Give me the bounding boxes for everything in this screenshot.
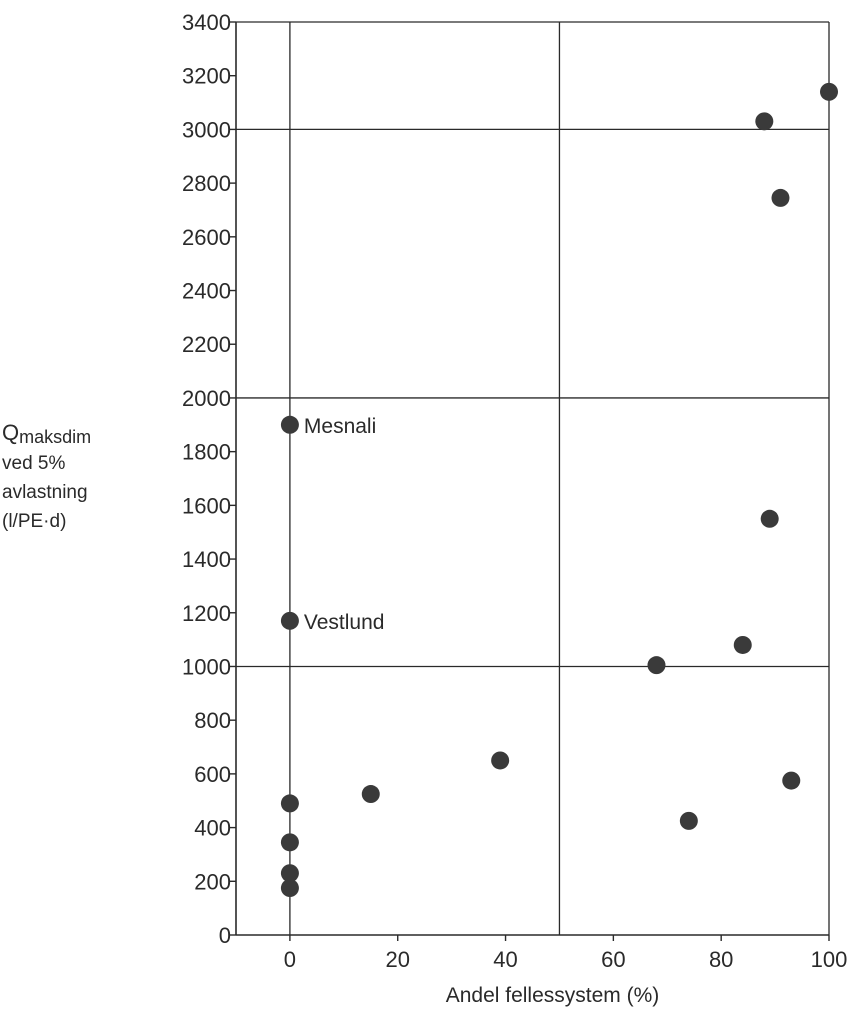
data-point-8: [491, 751, 510, 770]
y-axis-title-line-3: avlastning: [2, 482, 88, 503]
point-label-vestlund: Vestlund: [304, 611, 385, 634]
data-point-2: [280, 611, 299, 630]
x-tick-label-80: 80: [709, 947, 733, 972]
y-axis-title-q: Q: [2, 420, 20, 445]
y-tick-label-2200: 2200: [182, 332, 231, 357]
y-tick-label-3200: 3200: [182, 64, 231, 89]
y-tick-label-0: 0: [219, 923, 231, 948]
tick-labels: 0200400600800100012001400160018002000220…: [182, 10, 847, 972]
point-label-mesnali: Mesnali: [304, 415, 376, 438]
y-tick-label-2400: 2400: [182, 279, 231, 304]
data-points: [280, 82, 838, 898]
data-point-10: [679, 811, 698, 830]
data-point-15: [782, 771, 801, 790]
y-axis-title-line-2: ved 5%: [2, 453, 66, 474]
y-tick-label-800: 800: [194, 708, 231, 733]
data-point-11: [733, 635, 752, 654]
point-labels: Mesnali Vestlund: [304, 415, 385, 634]
y-tick-label-400: 400: [194, 816, 231, 841]
grid-lines: [236, 22, 830, 935]
data-point-16: [820, 82, 838, 101]
data-point-6: [280, 879, 299, 898]
x-axis-title: Andel fellessystem (%): [446, 984, 660, 1007]
y-tick-label-1400: 1400: [182, 547, 231, 572]
y-tick-label-2800: 2800: [182, 171, 231, 196]
y-tick-label-1200: 1200: [182, 601, 231, 626]
y-axis-title-line-4: (l/PE·d): [2, 511, 67, 532]
data-point-14: [771, 188, 790, 207]
data-point-1: [280, 415, 299, 434]
y-axis-title: Qmaksdim ved 5% avlastning (l/PE·d): [2, 418, 162, 536]
x-tick-label-20: 20: [385, 947, 409, 972]
y-tick-label-3000: 3000: [182, 117, 231, 142]
axes: [235, 21, 829, 936]
data-point-13: [760, 509, 779, 528]
y-tick-label-3400: 3400: [182, 10, 231, 35]
data-point-12: [755, 112, 774, 131]
y-tick-label-2600: 2600: [182, 225, 231, 250]
y-tick-label-2000: 2000: [182, 386, 231, 411]
data-point-9: [647, 656, 666, 675]
x-tick-label-60: 60: [601, 947, 625, 972]
y-tick-label-1000: 1000: [182, 654, 231, 679]
y-tick-label-1600: 1600: [182, 493, 231, 518]
y-axis-title-subscript: maksdim: [19, 427, 92, 447]
data-point-4: [280, 833, 299, 852]
y-axis-title-line-1: Qmaksdim: [2, 418, 162, 449]
y-tick-label-1800: 1800: [182, 440, 231, 465]
y-tick-label-200: 200: [194, 869, 231, 894]
x-tick-label-40: 40: [493, 947, 517, 972]
data-point-5: [280, 864, 299, 883]
y-tick-label-600: 600: [194, 762, 231, 787]
x-tick-label-100: 100: [811, 947, 848, 972]
data-point-3: [280, 794, 299, 813]
data-point-7: [361, 785, 380, 804]
x-tick-label-0: 0: [284, 947, 296, 972]
